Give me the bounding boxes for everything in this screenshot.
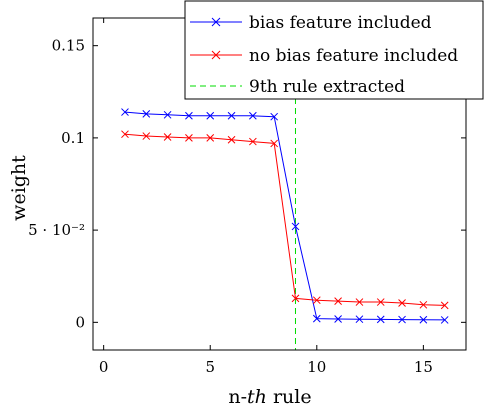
data-point	[312, 314, 321, 323]
data-point	[376, 315, 385, 324]
data-point	[249, 111, 257, 120]
legend-marker-no-bias	[211, 50, 221, 60]
legend-label-no-bias: no bias feature included	[249, 46, 458, 66]
y-axis-label: weight	[8, 155, 30, 221]
data-point	[291, 222, 300, 231]
data-point	[291, 294, 300, 303]
series-line-1	[124, 111, 445, 321]
data-point	[206, 134, 215, 142]
data-point	[163, 133, 172, 141]
data-point	[142, 132, 151, 140]
legend-entry-vline: 9th rule extracted	[190, 77, 405, 97]
data-point	[249, 137, 257, 146]
data-point	[398, 299, 406, 307]
data-point	[163, 110, 172, 119]
legend-marker-bias	[211, 17, 221, 27]
legend-label-vline: 9th rule extracted	[249, 77, 405, 97]
data-point	[440, 301, 449, 310]
legend-label-bias: bias feature included	[249, 13, 432, 33]
y-tick-label: 0.15	[52, 37, 85, 55]
data-point	[185, 134, 193, 142]
data-point	[270, 139, 279, 148]
data-point	[440, 316, 449, 324]
series-line-2	[124, 133, 445, 306]
data-point	[376, 298, 385, 306]
data-point	[355, 315, 364, 324]
data-point	[227, 135, 236, 144]
data-point	[419, 315, 428, 324]
data-point	[334, 315, 342, 323]
x-tick-label: 5	[205, 358, 215, 376]
x-tick-label: 10	[307, 358, 326, 376]
x-axis-label: n-th rule	[228, 386, 311, 408]
data-point	[334, 297, 342, 305]
data-point	[185, 111, 193, 120]
legend-box	[184, 0, 484, 100]
axis-ticks: 0 5 10 15 0 5 · 10⁻² 0.1 0.15	[28, 18, 466, 376]
data-point	[270, 112, 279, 121]
y-tick-label: 0	[75, 313, 85, 331]
legend: bias feature included no bias feature in…	[184, 0, 484, 100]
data-point	[227, 111, 236, 120]
data-point	[121, 130, 129, 139]
data-point	[206, 111, 215, 120]
data-point	[355, 298, 364, 306]
data-point	[121, 108, 129, 116]
x-tick-label: 15	[414, 358, 433, 376]
x-tick-label: 0	[99, 358, 109, 376]
y-tick-label: 0.1	[61, 129, 85, 147]
data-point	[142, 110, 151, 118]
legend-entry-bias: bias feature included	[190, 13, 432, 33]
legend-entry-no-bias: no bias feature included	[190, 46, 458, 66]
y-tick-label: 5 · 10⁻²	[28, 221, 85, 239]
data-point	[419, 300, 428, 309]
data-point	[312, 296, 321, 305]
data-point	[398, 315, 406, 324]
